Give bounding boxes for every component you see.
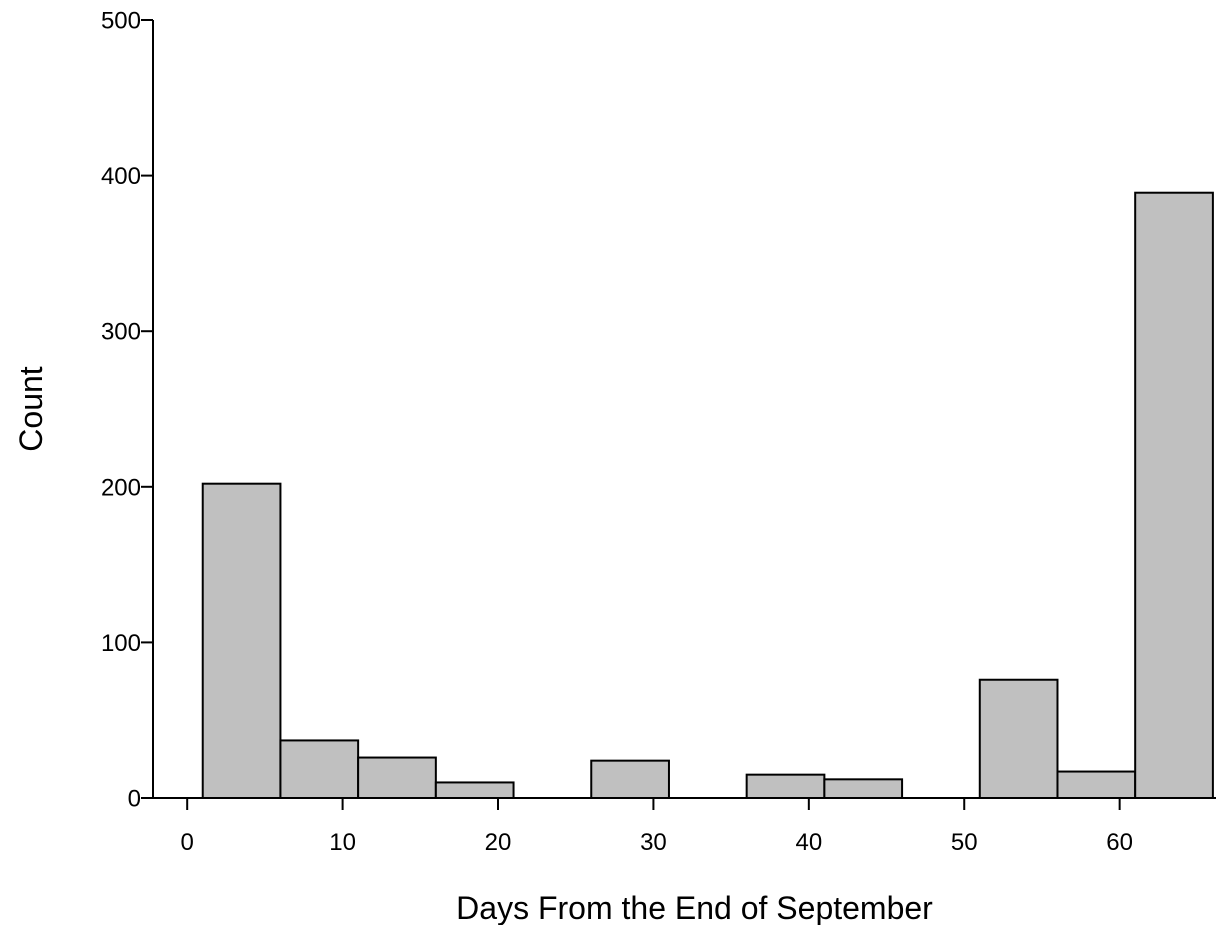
x-tick-label: 30 xyxy=(640,829,667,856)
x-tick-label: 0 xyxy=(181,829,194,856)
histogram-bar-2 xyxy=(357,756,437,800)
histogram-bar-12 xyxy=(1134,191,1214,799)
x-tick-label: 60 xyxy=(1106,829,1133,856)
histogram-bar-1 xyxy=(279,739,360,799)
histogram-bar-8 xyxy=(823,778,904,800)
x-tick-label: 20 xyxy=(485,829,512,856)
bars-group xyxy=(201,191,1214,800)
x-ticks-group: 0 10 20 30 40 50 60 xyxy=(181,798,1133,856)
histogram-bar-10 xyxy=(978,678,1059,800)
histogram-bar-3 xyxy=(434,781,515,800)
y-tick-label: 100 xyxy=(101,630,141,657)
y-tick-label: 300 xyxy=(101,319,141,346)
y-ticks-group: 0 100 200 300 400 500 xyxy=(101,8,153,813)
histogram-bar-7 xyxy=(745,773,826,799)
histogram-bar-11 xyxy=(1056,770,1137,799)
histogram-bar-5 xyxy=(590,759,670,800)
histogram-bar-0 xyxy=(201,482,282,799)
x-tick-label: 10 xyxy=(329,829,356,856)
y-tick-label: 200 xyxy=(101,474,141,501)
y-tick-label: 500 xyxy=(101,8,141,35)
y-tick-label: 0 xyxy=(128,786,141,813)
x-tick-label: 50 xyxy=(951,829,978,856)
x-axis-title: Days From the End of September xyxy=(456,890,933,925)
y-axis-title: Count xyxy=(13,366,49,452)
x-tick-label: 40 xyxy=(795,829,822,856)
y-tick-label: 400 xyxy=(101,163,141,190)
axes-group xyxy=(152,20,1216,799)
